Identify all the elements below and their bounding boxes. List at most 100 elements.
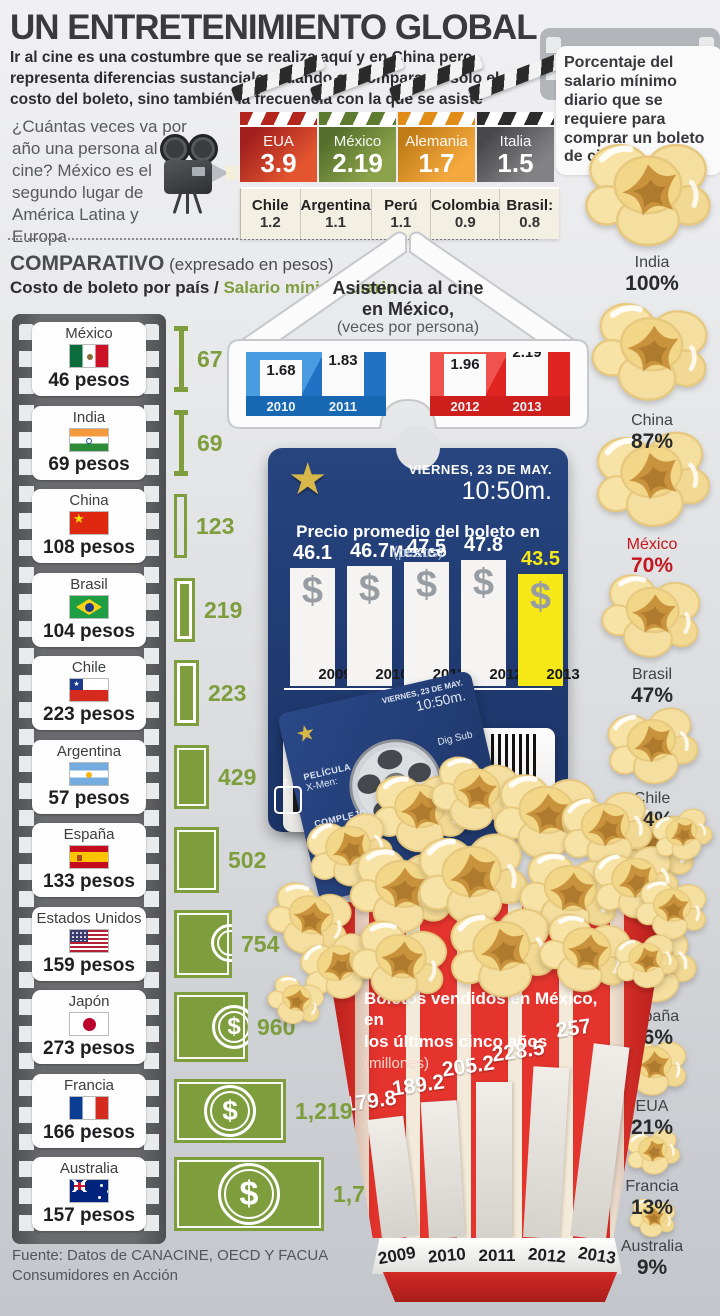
cinema-star-icon: ★ bbox=[293, 718, 319, 748]
price-bar-2009: $2009 bbox=[290, 568, 352, 686]
bar-year: 2010 bbox=[427, 1244, 467, 1267]
clapper-stripe bbox=[398, 112, 475, 127]
blue-lens-chart: 1.68 1.83 2010 2011 bbox=[246, 352, 386, 416]
dollar-coin-icon: $ bbox=[218, 1163, 280, 1225]
bar-year: 2009 bbox=[376, 1242, 418, 1269]
percentage-value: 70% bbox=[630, 553, 674, 577]
ticket-notch bbox=[396, 426, 440, 470]
country-label: Brasil: bbox=[506, 197, 554, 214]
price-bar-2013: $2013 bbox=[518, 574, 580, 686]
bar-year: 2013 bbox=[546, 666, 580, 683]
lens-band bbox=[246, 396, 386, 416]
country-label: México bbox=[626, 536, 678, 553]
bar-year: 2012 bbox=[489, 666, 523, 683]
percentage-value: 21% bbox=[630, 1115, 674, 1139]
price-bar-2010: $2010 bbox=[347, 566, 409, 686]
salary-bar-china: 123 bbox=[174, 494, 234, 558]
country-label: Perú bbox=[384, 197, 418, 214]
country-row-mexico: México 46 pesos bbox=[32, 322, 146, 396]
ticket-time: 10:50m. bbox=[461, 477, 552, 505]
flag-chile bbox=[69, 678, 109, 703]
bar-value: 43.5 bbox=[521, 548, 560, 570]
bar-year: 2009 bbox=[318, 666, 352, 683]
ticket-price: 223 pesos bbox=[43, 704, 135, 726]
country-label: Argentina bbox=[300, 197, 371, 214]
bar-value: 46.1 bbox=[293, 542, 332, 564]
country-label: Chile bbox=[71, 659, 107, 677]
country-label: Australia bbox=[620, 1238, 684, 1255]
country-label: China bbox=[69, 492, 109, 510]
red-lens-chart: 1.96 2.19 2012 2013 bbox=[430, 352, 570, 416]
country-row-francia: Francia 166 pesos bbox=[32, 1074, 146, 1148]
visits-value: 2.19 bbox=[332, 148, 383, 178]
ticket-chart-title: Precio promedio del boleto en México bbox=[296, 522, 540, 561]
bar-value: 47.8 bbox=[464, 534, 503, 556]
legend-black: Costo de boleto por país / bbox=[10, 278, 224, 297]
salary-bar-shape bbox=[174, 410, 188, 476]
popcorn-icon bbox=[609, 923, 683, 997]
title-unit: (millones) bbox=[364, 1054, 430, 1072]
source-line: Consumidores en Acción bbox=[12, 1267, 178, 1285]
bar-2010: 1.68 bbox=[260, 360, 302, 396]
bar-value: 47.5 bbox=[407, 536, 446, 558]
salary-bar-india: 69 bbox=[174, 410, 223, 476]
salary-bar-shape bbox=[174, 910, 232, 978]
country-label: Francia bbox=[625, 1178, 679, 1195]
country-label: México bbox=[333, 133, 382, 150]
flag-australia bbox=[69, 1179, 109, 1204]
dollar-sign: $ bbox=[301, 570, 324, 612]
salary-value: 754 bbox=[241, 930, 280, 957]
bar-value: 1.83 bbox=[328, 352, 358, 369]
bar-year: 2010 bbox=[375, 666, 409, 683]
flag-japon bbox=[69, 1012, 109, 1037]
country-label: Francia bbox=[63, 1077, 115, 1095]
projector-body bbox=[164, 160, 212, 194]
bar-year: 2011 bbox=[478, 1246, 516, 1265]
percentage-value: 47% bbox=[630, 683, 674, 707]
country-label: México bbox=[65, 325, 113, 343]
country-row-brasil: Brasil 104 pesos bbox=[32, 573, 146, 647]
country-label: India bbox=[634, 254, 670, 271]
visits-value: 1.2 bbox=[259, 214, 281, 231]
salary-bar-shape bbox=[174, 745, 209, 809]
ticket-price: 273 pesos bbox=[43, 1038, 135, 1060]
percentage-value: 13% bbox=[630, 1195, 674, 1219]
country-label: Italia bbox=[499, 133, 532, 150]
salary-item-china: China 87% bbox=[588, 412, 716, 453]
dollar-sign: $ bbox=[239, 1174, 259, 1213]
tripod-leg bbox=[192, 192, 203, 214]
3d-glasses-chart: Asistencia al cine en México, (veces por … bbox=[222, 224, 594, 434]
bar-2013: 2.19 bbox=[506, 352, 548, 396]
country-label: Japón bbox=[68, 993, 110, 1011]
salary-bar-brasil: 219 bbox=[174, 578, 242, 642]
dotted-divider bbox=[8, 238, 538, 240]
country-label: India bbox=[72, 409, 106, 427]
flag-espana bbox=[69, 845, 109, 870]
bucket-base bbox=[382, 1272, 618, 1302]
country-row-chile: Chile 223 pesos bbox=[32, 656, 146, 730]
country-row-eeuu: Estados Unidos 159 pesos bbox=[32, 907, 146, 981]
ticket-price: 157 pesos bbox=[43, 1205, 135, 1227]
salary-value: 1,219 bbox=[295, 1097, 353, 1124]
salary-value: 67 bbox=[197, 345, 223, 372]
ticket-price: 133 pesos bbox=[43, 871, 135, 893]
country-row-australia: Australia 157 pesos bbox=[32, 1157, 146, 1231]
visits-cell: Argentina 1.1 bbox=[301, 189, 372, 239]
percentage-value: 9% bbox=[636, 1255, 668, 1279]
visits-value: 3.9 bbox=[260, 148, 297, 178]
salary-bar-chile: 223 bbox=[174, 660, 246, 726]
flag-india bbox=[69, 428, 109, 453]
country-row-japon: Japón 273 pesos bbox=[32, 990, 146, 1064]
salary-item-mexico: México 70% bbox=[588, 536, 716, 577]
ticket-day: VIERNES, 23 DE MAY. bbox=[408, 462, 552, 477]
salary-bar-shape bbox=[174, 827, 219, 893]
section-subtitle: (expresado en pesos) bbox=[164, 255, 334, 274]
title-line: Boletos vendidos en México, en bbox=[364, 989, 598, 1030]
dollar-sign: $ bbox=[415, 564, 438, 606]
clapper-stripe bbox=[319, 112, 396, 127]
dollar-coin-icon bbox=[211, 924, 232, 962]
glasses-chart-title: Asistencia al cine en México, (veces por … bbox=[288, 278, 528, 337]
country-row-india: India 69 pesos bbox=[32, 406, 146, 480]
clapper-stripe bbox=[477, 112, 554, 127]
